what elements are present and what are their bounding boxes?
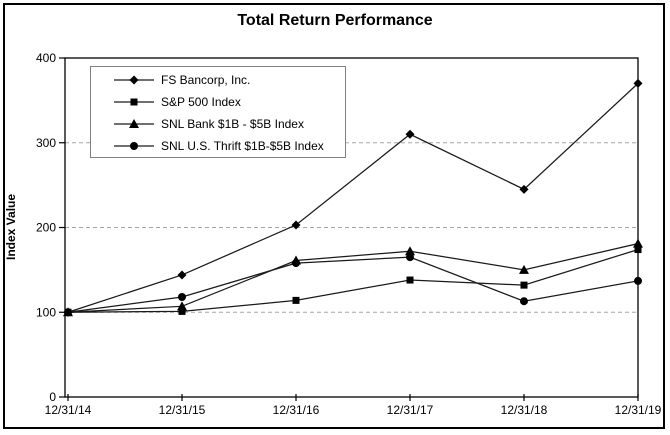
- legend-label: SNL Bank $1B - $5B Index: [161, 117, 304, 131]
- circle-marker-icon: [111, 139, 157, 153]
- legend-item-snl-thrift: SNL U.S. Thrift $1B-$5B Index: [111, 135, 345, 157]
- legend-item-snl-bank: SNL Bank $1B - $5B Index: [111, 113, 345, 135]
- svg-text:300: 300: [36, 136, 56, 150]
- legend-label: FS Bancorp, Inc.: [161, 73, 251, 87]
- svg-text:12/31/17: 12/31/17: [387, 403, 434, 417]
- square-marker-icon: [111, 95, 157, 109]
- svg-text:0: 0: [49, 390, 56, 404]
- legend: FS Bancorp, Inc. S&P 500 Index SNL Bank …: [90, 66, 346, 158]
- svg-text:12/31/19: 12/31/19: [615, 403, 662, 417]
- legend-item-sp500: S&P 500 Index: [111, 91, 345, 113]
- legend-label: S&P 500 Index: [161, 95, 241, 109]
- triangle-marker-icon: [111, 117, 157, 131]
- svg-text:100: 100: [36, 305, 56, 319]
- svg-text:12/31/14: 12/31/14: [45, 403, 92, 417]
- chart-title: Total Return Performance: [237, 12, 433, 29]
- legend-label: SNL U.S. Thrift $1B-$5B Index: [161, 139, 324, 153]
- svg-text:12/31/18: 12/31/18: [501, 403, 548, 417]
- svg-text:200: 200: [36, 221, 56, 235]
- diamond-marker-icon: [111, 73, 157, 87]
- svg-text:12/31/15: 12/31/15: [159, 403, 206, 417]
- svg-text:12/31/16: 12/31/16: [273, 403, 320, 417]
- legend-item-fs-bancorp: FS Bancorp, Inc.: [111, 69, 345, 91]
- svg-text:400: 400: [36, 51, 56, 65]
